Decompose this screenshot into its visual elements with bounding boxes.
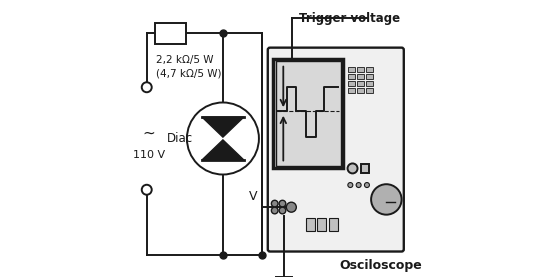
Bar [273,59,343,168]
Circle shape [348,163,357,173]
Bar [367,74,373,79]
Bar [348,88,355,93]
Text: Trigger voltage: Trigger voltage [299,12,400,24]
Circle shape [348,183,353,188]
Bar [318,218,326,231]
Text: Diac: Diac [167,132,193,145]
Circle shape [356,183,361,188]
Circle shape [187,102,259,175]
Bar [357,74,364,79]
Circle shape [272,207,278,214]
Polygon shape [202,140,244,160]
Circle shape [141,185,152,195]
Bar [348,81,355,86]
Text: ~: ~ [143,125,156,140]
Circle shape [364,183,369,188]
Bar [275,61,341,166]
Circle shape [272,200,278,207]
Bar [367,88,373,93]
Text: Osciloscope: Osciloscope [340,260,422,272]
Bar [357,67,364,72]
Bar [357,88,364,93]
Circle shape [279,200,286,207]
Bar [348,67,355,72]
Text: 110 V: 110 V [133,150,165,160]
Polygon shape [202,117,244,137]
Text: 2,2 kΩ/5 W
(4,7 kΩ/5 W): 2,2 kΩ/5 W (4,7 kΩ/5 W) [157,55,222,78]
Bar [155,23,186,44]
Bar [367,67,373,72]
Text: V: V [249,190,258,202]
Bar [348,74,355,79]
Bar [357,81,364,86]
Bar [306,218,315,231]
Bar [367,81,373,86]
Circle shape [286,202,296,212]
Circle shape [141,82,152,92]
Circle shape [371,184,402,215]
FancyBboxPatch shape [268,48,404,252]
Bar [361,164,369,173]
Bar [329,218,338,231]
Circle shape [279,207,286,214]
